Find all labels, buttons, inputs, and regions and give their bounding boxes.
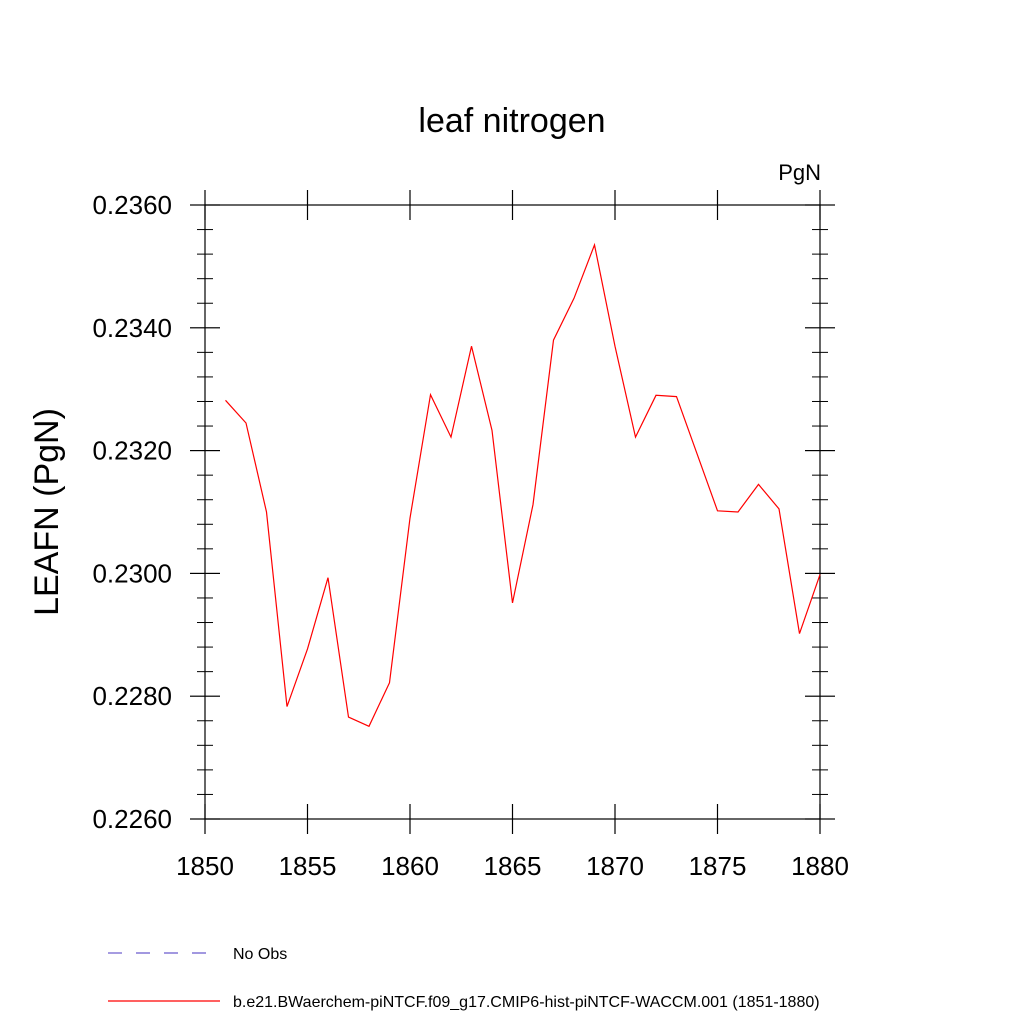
x-tick-label: 1855	[279, 851, 337, 881]
x-tick-label: 1865	[484, 851, 542, 881]
x-tick-label: 1850	[176, 851, 234, 881]
series-line	[225, 242, 821, 728]
y-tick-label: 0.2260	[92, 804, 172, 834]
y-tick-labels: 0.2260 0.2280 0.2300 0.2320 0.2340 0.2360	[92, 190, 172, 834]
y-tick-label: 0.2280	[92, 681, 172, 711]
y-tick-label: 0.2300	[92, 558, 172, 588]
y-tick-label: 0.2320	[92, 436, 172, 466]
units-label: PgN	[778, 160, 821, 185]
chart-title: leaf nitrogen	[418, 102, 605, 140]
y-tick-label: 0.2360	[92, 190, 172, 220]
x-tick-labels: 1850 1855 1860 1865 1870 1875 1880	[176, 851, 849, 881]
axis-ticks	[190, 190, 835, 834]
x-tick-label: 1860	[381, 851, 439, 881]
series-layer	[225, 242, 821, 728]
x-tick-label: 1880	[791, 851, 849, 881]
legend-label-series: b.e21.BWaerchem-piNTCF.f09_g17.CMIP6-his…	[233, 994, 820, 1011]
legend: No Obs b.e21.BWaerchem-piNTCF.f09_g17.CM…	[108, 946, 820, 1011]
legend-label-no-obs: No Obs	[233, 946, 287, 963]
y-tick-label: 0.2340	[92, 313, 172, 343]
y-axis-label: LEAFN (PgN)	[28, 408, 66, 616]
x-tick-label: 1875	[689, 851, 747, 881]
x-tick-label: 1870	[586, 851, 644, 881]
